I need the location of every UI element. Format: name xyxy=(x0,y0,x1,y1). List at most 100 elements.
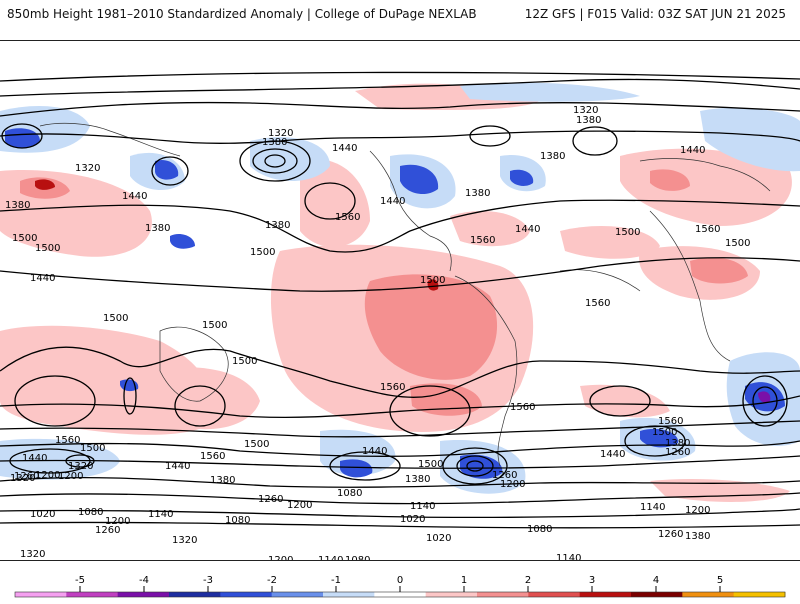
contour-label: 1560 xyxy=(470,235,495,246)
contour-label: 1380 xyxy=(405,474,430,485)
colorbar-segment xyxy=(682,592,735,597)
contour-label: 1440 xyxy=(22,453,47,464)
contour-label: 1380 xyxy=(265,220,290,231)
contour-label: 1320 xyxy=(268,128,293,139)
contour-label: 1260 xyxy=(258,494,283,505)
contour-label: 1440 xyxy=(515,224,540,235)
contour-label: 1560 xyxy=(200,451,225,462)
anomaly-colorbar: -5 -4 -3 -2 -1 0 1 2 3 4 5 xyxy=(0,570,800,600)
colorbar-tick-label: -1 xyxy=(331,575,341,586)
contour-label: 1080 xyxy=(225,515,250,526)
contour-label: 1380 xyxy=(540,151,565,162)
colorbar-segments xyxy=(14,591,786,598)
contour-label: 1560 xyxy=(658,416,683,427)
contour-label: 1260 xyxy=(492,470,517,481)
colorbar-segment xyxy=(15,592,67,597)
extreme-negative-anomaly xyxy=(758,391,771,403)
contour-label: 1380 xyxy=(5,200,30,211)
colorbar-ticks: -5 -4 -3 -2 -1 0 1 2 3 4 5 xyxy=(75,575,723,592)
contour-label: 1380 xyxy=(210,475,235,486)
contour-label: 1380 xyxy=(576,115,601,126)
contour-label: 1080 xyxy=(527,524,552,535)
height-contours xyxy=(0,71,800,529)
colorbar-tick-label: -3 xyxy=(203,575,213,586)
colorbar-segment xyxy=(374,592,427,597)
colorbar-segment xyxy=(528,592,581,597)
colorbar-tick-label: -2 xyxy=(267,575,277,586)
contour-label: 1260 xyxy=(665,447,690,458)
contour-label: 1500 xyxy=(420,275,445,286)
model-run-info: 12Z GFS | F015 Valid: 03Z SAT JUN 21 202… xyxy=(524,7,786,21)
contour-label: 1320 xyxy=(68,461,93,472)
colorbar-segment xyxy=(323,592,375,597)
contour-label: 1320 xyxy=(75,163,100,174)
colorbar-segment xyxy=(117,592,170,597)
contour-label: 1200 xyxy=(287,500,312,511)
colorbar-tick-label: 1 xyxy=(461,575,467,586)
contour-label: 1380 xyxy=(145,223,170,234)
contour-label: 1500 xyxy=(615,227,640,238)
colorbar-tick-label: 2 xyxy=(525,575,531,586)
contour-label: 1140 xyxy=(318,555,343,560)
colorbar-segment xyxy=(425,592,478,597)
contour-label: 1500 xyxy=(202,320,227,331)
contour-label: 1200 xyxy=(500,559,525,560)
contour-label: 1440 xyxy=(380,196,405,207)
contour-label: 1380 xyxy=(262,137,287,148)
colorbar-tick-label: 5 xyxy=(717,575,723,586)
contour-label: 1080 xyxy=(337,488,362,499)
contour-label: 1560 xyxy=(585,298,610,309)
contour-label: 1200 xyxy=(35,470,60,481)
contour-label: 1380 xyxy=(685,531,710,542)
colorbar-tick-label: 3 xyxy=(589,575,595,586)
contour-label: 1140 xyxy=(148,509,173,520)
contour-label: 1320 xyxy=(573,105,598,116)
contour-label: 1440 xyxy=(122,191,147,202)
contour-label: 1500 xyxy=(232,356,257,367)
contour-label: 1200 xyxy=(268,555,293,560)
contour-label: 1140 xyxy=(556,553,581,560)
contour-label: 1440 xyxy=(600,449,625,460)
contour-label: 1440 xyxy=(332,143,357,154)
contour-label: 1200 xyxy=(500,479,525,490)
colorbar-svg: -5 -4 -3 -2 -1 0 1 2 3 4 5 xyxy=(14,575,786,598)
colorbar-segment xyxy=(733,592,786,597)
contour-label: 1200 xyxy=(105,516,130,527)
contour-label: 1200 xyxy=(58,471,83,482)
contour-label: 1020 xyxy=(426,533,451,544)
contour-label: 1260 xyxy=(95,525,120,536)
contour-label: 1020 xyxy=(30,509,55,520)
extreme-positive-anomaly xyxy=(35,179,439,291)
contour-label: 1140 xyxy=(640,502,665,513)
contour-label: 1500 xyxy=(725,238,750,249)
header: 850mb Height 1981–2010 Standardized Anom… xyxy=(0,0,800,32)
contour-label: 1560 xyxy=(510,402,535,413)
contour-label: 1260 xyxy=(658,529,683,540)
contour-label: 1380 xyxy=(465,188,490,199)
contour-label: 1140 xyxy=(410,501,435,512)
map-title: 850mb Height 1981–2010 Standardized Anom… xyxy=(7,7,477,21)
contour-label: 1500 xyxy=(12,233,37,244)
colorbar-segment xyxy=(271,592,324,597)
contour-label: 1020 xyxy=(400,514,425,525)
contour-label: 1260 xyxy=(14,471,39,482)
contour-label: 1500 xyxy=(418,459,443,470)
colorbar-segment xyxy=(169,592,221,597)
contour-label: 1320 xyxy=(10,473,35,484)
colorbar-tick-label: -4 xyxy=(139,575,149,586)
map-canvas: 1320 1380 1380 1320 1440 1440 1380 1320 … xyxy=(0,71,800,560)
contour-label: 1560 xyxy=(335,212,360,223)
colorbar-segment xyxy=(631,592,683,597)
colorbar-segment xyxy=(579,592,632,597)
colorbar-segment xyxy=(477,592,529,597)
colorbar-tick-label: 0 xyxy=(397,575,403,586)
colorbar-tick-label: -5 xyxy=(75,575,85,586)
contour-label: 1440 xyxy=(680,145,705,156)
contour-label: 1500 xyxy=(35,243,60,254)
contour-label: 1560 xyxy=(380,382,405,393)
colorbar-segment xyxy=(66,592,119,597)
contour-label: 1320 xyxy=(20,549,45,560)
contour-label: 1560 xyxy=(695,224,720,235)
contour-label: 1320 xyxy=(172,535,197,546)
contour-label: 1200 xyxy=(685,505,710,516)
